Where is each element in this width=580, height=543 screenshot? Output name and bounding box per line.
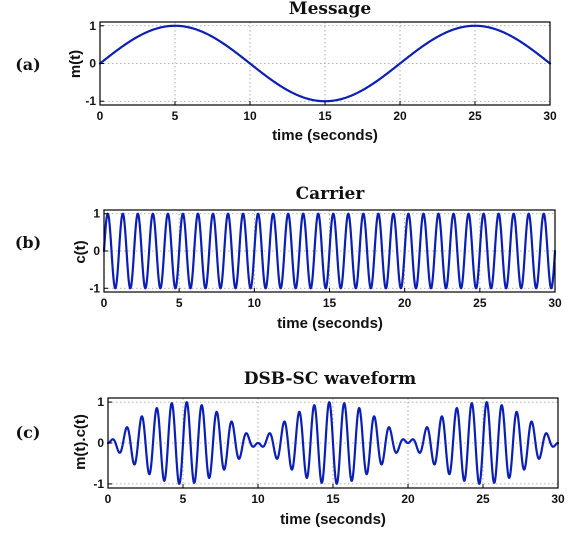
panel-label-c: (c) (16, 423, 41, 442)
x-tick-label-carrier-1: 5 (176, 296, 183, 310)
x-tick-label-dsb-sc-1: 5 (180, 492, 187, 506)
y-tick-label-message-2: 1 (89, 19, 96, 33)
panel-label-a: (a) (15, 55, 41, 74)
panel-label-b: (b) (15, 233, 41, 252)
panel-dsb-sc: (c) DSB-SC waveform m(t).c(t) time (seco… (16, 369, 565, 528)
panel-message: (a) Message m(t) time (seconds) 0 5 10 15 20… (15, 0, 557, 144)
x-tick-label-message-5: 25 (468, 109, 482, 123)
chart-title-carrier: Carrier (296, 184, 366, 204)
x-tick-label-dsb-sc-0: 0 (105, 492, 112, 506)
x-tick-label-message-3: 15 (318, 109, 332, 123)
x-tick-label-message-6: 30 (543, 109, 557, 123)
y-tick-label-carrier-0: -1 (89, 281, 100, 295)
x-tick-label-dsb-sc-2: 10 (251, 492, 265, 506)
y-axis-label-mc: m(t).c(t) (72, 414, 89, 470)
x-tick-label-message-1: 5 (172, 109, 179, 123)
x-axis-label-b: time (seconds) (277, 315, 383, 332)
chart-title-dsb-sc: DSB-SC waveform (244, 369, 416, 389)
x-tick-label-carrier-5: 25 (473, 296, 487, 310)
series-line-dsb-sc (106, 401, 560, 485)
x-tick-label-dsb-sc-5: 25 (476, 492, 490, 506)
x-tick-label-carrier-6: 30 (548, 296, 562, 310)
x-tick-label-message-0: 0 (97, 109, 104, 123)
y-tick-label-carrier-1: 0 (93, 244, 100, 258)
x-tick-label-dsb-sc-3: 15 (326, 492, 340, 506)
y-tick-label-dsb-sc-2: 1 (97, 395, 104, 409)
x-tick-label-dsb-sc-6: 30 (551, 492, 565, 506)
x-tick-label-carrier-3: 15 (323, 296, 337, 310)
y-tick-label-carrier-2: 1 (93, 207, 100, 221)
y-axis-label-m: m(t) (67, 50, 84, 78)
y-tick-label-message-1: 0 (89, 57, 96, 71)
series-line-carrier (102, 212, 557, 290)
x-tick-label-message-4: 20 (393, 109, 407, 123)
x-axis-label-a: time (seconds) (272, 127, 378, 144)
x-tick-label-carrier-2: 10 (248, 296, 262, 310)
panel-carrier: (b) Carrier c(t) time (seconds) 0 5 10 15 20… (15, 184, 562, 332)
y-axis-label-c: c(t) (72, 240, 89, 263)
x-axis-label-c: time (seconds) (280, 511, 386, 528)
y-tick-label-dsb-sc-0: -1 (93, 477, 104, 491)
y-tick-label-dsb-sc-1: 0 (97, 436, 104, 450)
x-tick-label-carrier-4: 20 (398, 296, 412, 310)
x-tick-label-message-2: 10 (243, 109, 257, 123)
y-tick-label-message-0: -1 (85, 94, 96, 108)
x-tick-label-dsb-sc-4: 20 (401, 492, 415, 506)
x-tick-label-carrier-0: 0 (101, 296, 108, 310)
chart-title-message: Message (289, 0, 372, 19)
